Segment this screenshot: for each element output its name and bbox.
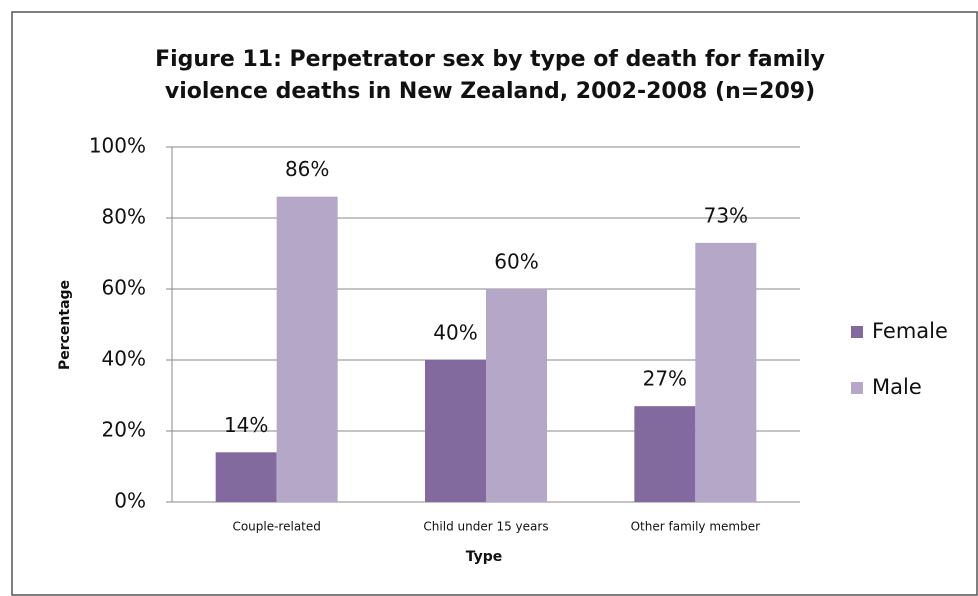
frame: [11, 11, 978, 596]
legend-label: Male: [872, 375, 922, 399]
x-axis-label: Type: [466, 549, 503, 565]
x-tick-label: Other family member: [631, 520, 761, 534]
value-label: 40%: [433, 321, 477, 345]
chart-title: Figure 11: Perpetrator sex by type of de…: [155, 47, 825, 104]
bar: [486, 289, 547, 502]
y-axis-label: Percentage: [57, 280, 73, 370]
legend-swatch: [851, 382, 863, 394]
legend-swatch: [851, 326, 863, 338]
y-tick-label: 40%: [102, 347, 146, 371]
bar: [695, 242, 757, 502]
y-tick-label: 80%: [102, 205, 146, 229]
bar: [425, 360, 486, 502]
y-tick-label: 0%: [114, 489, 146, 513]
y-tick-label: 20%: [102, 418, 146, 442]
value-label: 60%: [494, 250, 538, 274]
bar: [215, 452, 277, 502]
legend-label: Female: [872, 319, 948, 343]
bar: [276, 196, 338, 502]
x-tick-label: Child under 15 years: [423, 520, 548, 534]
value-label: 86%: [285, 157, 329, 181]
value-label: 14%: [224, 413, 268, 437]
value-label: 27%: [643, 367, 687, 391]
value-label: 73%: [704, 203, 748, 227]
y-tick-label: 100%: [89, 134, 146, 158]
y-tick-label: 60%: [102, 276, 146, 300]
x-tick-label: Couple-related: [232, 520, 320, 534]
bar: [634, 406, 696, 502]
